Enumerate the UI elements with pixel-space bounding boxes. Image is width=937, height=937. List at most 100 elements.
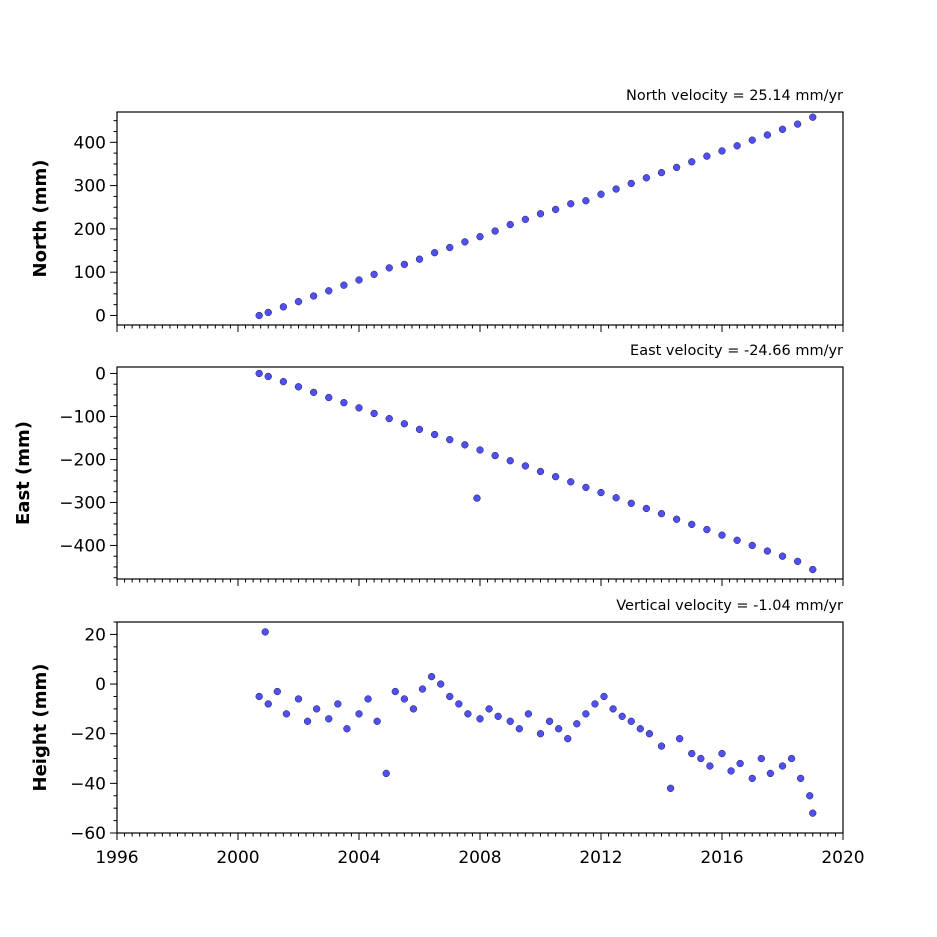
height-data-point [766,769,775,778]
height-data-point [355,710,363,718]
height-data-point [636,725,644,733]
east-data-point [763,547,772,555]
east-data-point [385,414,393,423]
east-y-ticks: 0 −100 −200 −300 −400 [59,364,117,579]
height-y-tick-label: −40 [70,774,106,794]
height-data-point [564,735,572,743]
north-y-ticks: 0 100 200 300 400 [74,120,117,326]
north-data-point [809,113,817,121]
height-x-tick-label: 2020 [821,848,864,868]
east-data-point [476,446,484,454]
height-data-point [797,774,805,783]
east-y-tick-label: −100 [59,407,106,427]
east-data-point [703,525,711,534]
north-data-point [657,168,666,177]
north-data-point [703,152,711,160]
north-data-point [370,270,378,279]
east-data-point [294,383,303,391]
height-data-point [418,685,427,693]
height-data-point [809,809,817,817]
height-data-point [373,717,381,725]
east-data-point [415,425,424,434]
height-data-point [343,725,351,733]
north-data-point [415,255,424,263]
north-data-point [718,147,726,155]
north-y-tick-label: 200 [74,220,106,240]
east-data-point [748,541,756,550]
north-data-point [733,142,741,150]
east-data-point [279,377,288,386]
east-velocity-label: East velocity = -24.66 mm/yr [630,343,843,359]
height-data-point [697,754,705,763]
east-panel: 0 −100 −200 −300 −400 East velocity = -24.66 … [13,343,844,586]
north-data-point [385,264,393,272]
height-data-point [515,725,523,733]
height-data-point [545,717,554,725]
north-data-point [567,200,575,208]
north-panel: 0 100 200 300 400 North velocity = 25.14 mm/y… [30,88,844,332]
height-data-point [446,692,454,701]
east-y-tick-label: −200 [59,450,106,470]
east-data-point [597,488,605,497]
north-data-point [309,292,318,300]
north-data-point [521,215,530,224]
north-data-point [294,297,303,306]
height-data-point [455,700,463,708]
north-data-point [491,227,499,235]
height-data-point [427,672,436,681]
east-data-point [370,409,378,418]
north-data-point [763,131,772,139]
east-data-point [430,430,439,439]
east-data-point [325,393,333,402]
height-data-point [294,695,303,703]
east-data-point [340,399,348,407]
east-data-point [264,372,272,381]
north-data-point [255,311,263,320]
north-data-point [582,197,590,205]
height-data-point [573,720,581,728]
east-data-point [718,531,726,539]
north-data-point [264,308,272,317]
height-data-point [391,687,399,696]
north-data-point [355,276,363,284]
height-data-point [364,695,372,703]
north-data-point [748,136,756,144]
height-data-point [555,725,563,733]
height-x-tick-label: 1996 [95,848,138,868]
north-data-point [506,220,514,229]
height-data-point [409,705,418,713]
height-data-point [645,730,654,738]
height-data-point [437,680,445,688]
height-velocity-label: Vertical velocity = -1.04 mm/yr [616,598,843,614]
north-data-point [597,190,605,198]
east-data-point [473,494,481,502]
height-data-point [688,749,696,758]
north-data-point [446,243,454,252]
east-data-point [672,515,681,523]
height-data-point [524,710,533,718]
east-data-point [309,388,318,397]
height-data-point [627,717,635,725]
height-data-point [303,717,312,725]
east-data-point [355,404,363,412]
height-data-point [718,749,726,758]
height-data-point [657,742,666,750]
height-data-point [757,754,765,763]
east-y-tick-label: −400 [59,536,106,556]
east-plot-frame [116,366,844,580]
height-data-point [591,700,599,708]
height-y-tick-label: 0 [95,675,106,695]
east-data-point [642,504,651,513]
height-data-point [313,705,321,713]
east-data-point [657,509,666,518]
height-data-point [325,715,333,723]
height-data-point [255,692,263,701]
height-data-point [727,767,735,775]
north-data-point [612,185,620,193]
east-data-point [793,557,802,566]
north-points [255,113,817,320]
height-x-tick-label: 2000 [216,848,259,868]
east-data-point [551,473,560,481]
east-data-point [582,483,590,492]
east-data-point [567,478,575,486]
